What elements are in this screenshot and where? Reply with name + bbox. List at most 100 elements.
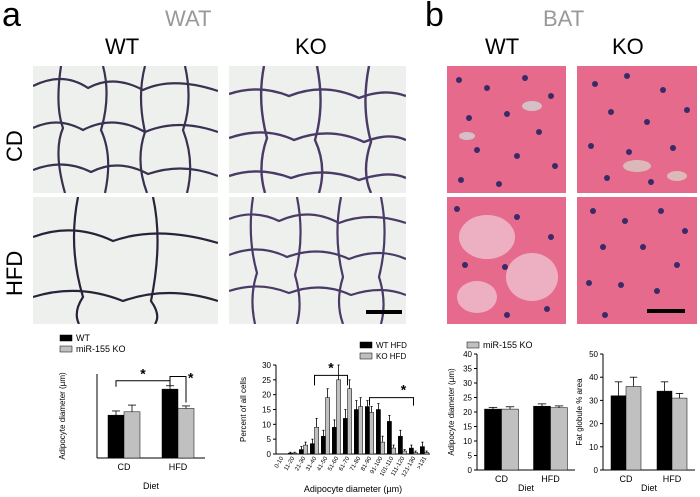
bar <box>550 407 568 471</box>
bar <box>533 405 551 471</box>
legend-label: WT HFD <box>376 341 407 350</box>
y-tick-label: 40 <box>589 373 598 382</box>
bar <box>354 409 359 455</box>
significance-star: * <box>188 370 194 386</box>
wat-cd-label: CD <box>2 130 27 162</box>
x-tick-label: CD <box>118 462 131 472</box>
y-tick-label: 30 <box>262 361 271 370</box>
adipocyte-pattern <box>33 197 218 324</box>
bar <box>656 390 673 471</box>
bar <box>161 388 179 459</box>
legend-label: miR-155 KO <box>76 344 126 354</box>
bar <box>610 395 627 471</box>
wat-distribution-chart: 0 5 10 15 20 25 30 Percent of all cells Adipocyt… <box>239 341 430 494</box>
legend-label: WT <box>76 333 90 343</box>
bat-ko-hfd-image <box>577 197 697 324</box>
y-tick-label: 20 <box>262 391 271 400</box>
legend-label: miR-155 KO <box>483 340 533 350</box>
bar <box>391 447 396 455</box>
bar <box>398 435 403 455</box>
bar <box>303 444 308 455</box>
x-axis-label: Diet <box>641 483 658 493</box>
x-tick-label: HFD <box>663 474 682 484</box>
x-axis-label: Diet <box>143 481 160 491</box>
x-tick-label: HFD <box>541 474 560 484</box>
significance-star: * <box>401 382 407 398</box>
x-axis-label: Adipocyte diameter (µm) <box>304 484 402 494</box>
bar <box>332 427 337 455</box>
wat-ko-hfd-image <box>229 197 406 324</box>
bar <box>413 452 418 455</box>
y-tick-label: 25 <box>463 394 472 403</box>
bar <box>310 443 315 455</box>
tissue-pattern <box>588 73 690 185</box>
significance-bracket <box>115 380 171 387</box>
y-tick-label: 0 <box>468 466 473 475</box>
legend-swatch <box>466 341 480 349</box>
bat-title: BAT <box>543 6 585 31</box>
bat-fat-chart: 0 10 20 30 40 50 Fat globule % area Diet CD HFD <box>575 350 695 493</box>
wat-ko-label: KO <box>295 34 327 59</box>
bar <box>369 412 374 455</box>
significance-bracket <box>314 374 348 386</box>
y-tick-label: 10 <box>262 420 271 429</box>
x-tick-label: 0-10 <box>274 455 286 469</box>
bar <box>625 386 642 471</box>
y-tick-label: 20 <box>589 420 598 429</box>
bar <box>501 408 519 471</box>
y-tick-label: 35 <box>463 365 472 374</box>
bar <box>347 388 352 455</box>
y-tick-label: 15 <box>262 406 271 415</box>
y-tick-label: 10 <box>589 443 598 452</box>
bar <box>671 397 688 471</box>
bar <box>484 408 502 471</box>
bar <box>177 408 195 459</box>
y-tick-label: 30 <box>589 396 598 405</box>
bar <box>314 427 319 455</box>
bar <box>376 409 381 455</box>
y-tick-label: 30 <box>463 379 472 388</box>
bat-ko-cd-image <box>577 66 697 193</box>
y-tick-label: 0 <box>594 466 599 475</box>
adipocyte-pattern <box>33 66 218 193</box>
wat-ko-cd-image <box>229 66 406 193</box>
bar <box>387 421 392 455</box>
x-tick-label: CD <box>620 474 633 484</box>
legend-label: KO HFD <box>376 352 406 361</box>
y-tick-label: 20 <box>463 408 472 417</box>
bar <box>420 446 425 455</box>
tissue-pattern <box>586 208 688 318</box>
y-tick-label: 15 <box>463 423 472 432</box>
y-tick-label: 5 <box>267 435 272 444</box>
y-tick-label: 10 <box>463 437 472 446</box>
significance-star: * <box>328 359 334 375</box>
y-axis-label: Adipocyte diameter (µm) <box>447 368 456 456</box>
adipocyte-pattern <box>229 197 406 324</box>
y-axis-label: Fat globule % area <box>575 378 584 446</box>
bat-diameter-chart: 0 5 10 15 20 25 30 35 40 Adipocyte diameter (µm) D… <box>447 338 575 493</box>
tissue-pattern <box>456 75 558 187</box>
bat-ko-label: KO <box>612 34 644 59</box>
y-tick-label: 50 <box>589 350 598 359</box>
bar <box>424 452 429 455</box>
significance-bracket <box>369 397 414 406</box>
panel-a-letter: a <box>2 0 21 34</box>
bar <box>299 449 304 455</box>
y-tick-label: 25 <box>262 376 271 385</box>
bar <box>409 447 414 455</box>
adipocyte-pattern <box>229 66 406 193</box>
legend-swatch <box>359 341 373 349</box>
wat-hfd-label: HFD <box>2 250 27 296</box>
scale-bar <box>366 310 402 314</box>
x-tick-label: CD <box>495 474 508 484</box>
significance-bracket <box>169 376 187 403</box>
bat-wt-label: WT <box>485 34 520 59</box>
bar <box>288 452 293 455</box>
wat-wt-label: WT <box>105 34 140 59</box>
panel-b-letter: b <box>425 0 444 34</box>
bat-wt-cd-image <box>447 66 566 193</box>
bat-wt-hfd-image <box>447 197 566 324</box>
bar <box>321 435 326 455</box>
bar <box>380 441 385 455</box>
wat-wt-hfd-image <box>33 197 218 324</box>
